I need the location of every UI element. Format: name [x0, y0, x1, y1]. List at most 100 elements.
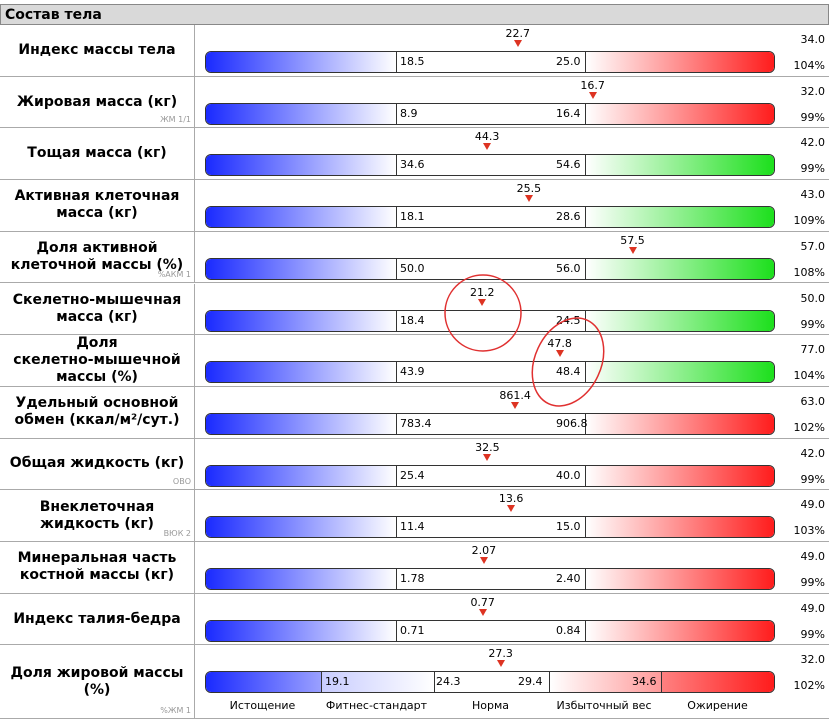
marker-value: 2.07 [471, 544, 497, 557]
row-label: Внеклеточная жидкость (кг) [0, 490, 195, 541]
marker-value: 57.5 [620, 233, 645, 247]
percent: 99% [800, 472, 825, 486]
marker [496, 660, 505, 668]
marker [513, 40, 522, 47]
high-value: 25.0 [556, 55, 581, 68]
bar-low [206, 569, 396, 589]
row: Доля жировой массы (%) %ЖМ 1 32.0 102% 27.3 И… [0, 645, 829, 719]
threshold: 34.6 [632, 675, 657, 689]
bar-norm [396, 52, 586, 72]
zone-label: Фитнес-стандарт [325, 699, 428, 713]
bar-low [206, 258, 396, 279]
row-code: ОВО [172, 477, 191, 487]
bar [205, 412, 775, 435]
low-value: 34.6 [400, 158, 425, 172]
row: Общая жидкость (кг) ОВО 42.0 99% 32.5 25.4 40.… [0, 438, 829, 491]
percent: 104% [793, 59, 825, 72]
marker-value: 25.5 [516, 182, 542, 196]
percent: 108% [793, 265, 825, 279]
low-value: 8.9 [400, 106, 418, 120]
low-value: 0.71 [400, 623, 425, 637]
bar-high [586, 155, 774, 176]
row-label: Жировая масса (кг) [0, 76, 195, 128]
low-value: 783.4 [400, 416, 432, 430]
marker-value: 44.3 [474, 130, 500, 144]
marker [555, 350, 564, 358]
bar [205, 51, 775, 73]
bar-low [206, 52, 396, 72]
threshold: 19.1 [325, 675, 350, 689]
bar-high [586, 258, 774, 279]
norm-value: 49.0 [800, 550, 826, 563]
row-code: %АКМ 1 [157, 270, 191, 280]
threshold: 29.4 [518, 675, 543, 689]
high-value: 24.5 [556, 313, 581, 327]
bar-high [586, 465, 774, 486]
percent: 102% [793, 679, 825, 693]
bar-norm [396, 465, 586, 486]
row-label: Активная клеточная масса (кг) [0, 180, 195, 231]
low-value: 25.4 [400, 468, 425, 482]
marker-value: 16.7 [580, 78, 605, 92]
bar-high [586, 413, 774, 434]
high-value: 16.4 [556, 106, 581, 120]
low-value: 18.1 [400, 210, 425, 224]
low-value: 18.4 [400, 313, 425, 327]
norm-value: 42.0 [800, 446, 826, 460]
bar [205, 568, 775, 590]
row-label: Скелетно-мышечная масса (кг) [0, 283, 195, 335]
bar-low [206, 103, 396, 124]
norm-value: 34.0 [800, 33, 826, 46]
norm-value: 49.0 [800, 601, 826, 615]
row: Активная клеточная масса (кг) 43.0 109% 25.… [0, 180, 829, 232]
norm-value: 32.0 [800, 653, 826, 667]
high-value: 15.0 [556, 520, 581, 534]
percent: 99% [800, 317, 825, 331]
row: Доля активной клеточной массы (%) %АКМ 1 5… [0, 231, 829, 284]
bar-zone [321, 672, 434, 693]
row: Жировая масса (кг) ЖМ 1/1 32.0 99% 16.7 8.9 16… [0, 76, 829, 129]
norm-value: 42.0 [800, 136, 826, 150]
high-value: 28.6 [556, 210, 581, 224]
high-value: 2.40 [556, 572, 581, 585]
bar-zone [206, 672, 321, 693]
norm-value: 63.0 [800, 394, 826, 408]
bar-zone [549, 672, 661, 693]
row-code: ЖМ 1/1 [160, 115, 191, 125]
marker [588, 91, 597, 99]
bar [205, 309, 775, 332]
bar-high [586, 620, 774, 641]
marker [478, 608, 487, 616]
zone-label: Истощение [229, 699, 296, 713]
norm-value: 57.0 [800, 239, 826, 253]
bar [205, 257, 775, 280]
row: Минеральная часть костной массы (кг) 49.0… [0, 542, 829, 594]
row: Доля скелетно-мышечной массы (%) 77.0 104%… [0, 335, 829, 387]
row-label: Доля активной клеточной массы (%) [0, 231, 195, 283]
bar-high [586, 52, 774, 72]
bar-low [206, 310, 396, 331]
bar-zone [661, 672, 774, 693]
marker-value: 32.5 [475, 440, 500, 454]
norm-value: 77.0 [800, 343, 826, 357]
percent: 99% [800, 110, 825, 124]
marker [524, 195, 533, 203]
bar-zone [434, 672, 549, 693]
marker-value: 22.7 [505, 27, 531, 40]
bar [205, 619, 775, 642]
high-value: 56.0 [556, 261, 581, 275]
bar-low [206, 517, 396, 538]
bar-low [206, 207, 396, 228]
marker [479, 557, 488, 564]
marker [483, 453, 492, 461]
bar-high [586, 207, 774, 228]
low-value: 43.9 [400, 365, 425, 379]
bar-high [586, 103, 774, 124]
row-label: Доля скелетно-мышечной массы (%) [0, 335, 195, 386]
high-value: 906.8 [556, 416, 588, 430]
row: Внеклеточная жидкость (кг) ВЮК 2 49.0 103% 1… [0, 490, 829, 542]
marker [507, 505, 516, 513]
bar [205, 671, 775, 694]
row-label: Тощая масса (кг) [0, 128, 195, 180]
bar-norm [396, 258, 586, 279]
